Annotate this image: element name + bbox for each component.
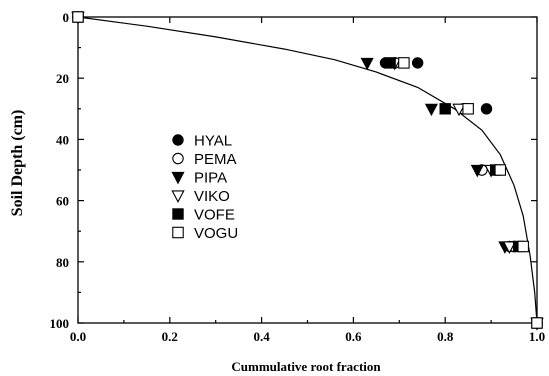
legend-marker-pipa	[171, 171, 185, 185]
legend-marker-pema	[172, 152, 184, 165]
y-tick-label: 20	[56, 71, 69, 86]
legend-marker-vogu	[172, 226, 184, 239]
legend-label-viko: VIKO	[194, 188, 230, 205]
axes: 0.0 0.2 0.4 0.6 0.8 1.0 0 20 40 60 80 100	[50, 10, 546, 344]
x-tick-label: 0.4	[253, 329, 270, 344]
data-point-vogu	[72, 11, 84, 23]
x-tick-label: 1.0	[529, 329, 545, 344]
data-point-vofe	[439, 103, 451, 115]
data-point-vogu	[494, 164, 507, 176]
data-point-viko	[502, 241, 517, 254]
x-tick-label: 0.0	[70, 329, 86, 344]
y-tick-label: 80	[56, 255, 69, 270]
x-tick-label: 0.2	[162, 329, 178, 344]
y-axis-label: Soil Depth (cm)	[9, 110, 26, 217]
legend-marker-viko	[171, 190, 185, 203]
plot-frame	[77, 16, 538, 324]
data-point-pipa	[424, 103, 438, 117]
y-tick-label: 0	[63, 10, 70, 25]
data-point-pipa	[470, 164, 484, 178]
x-tick-label: 0.6	[345, 329, 362, 344]
y-tick-label: 100	[50, 316, 70, 331]
data-point-vogu	[531, 317, 543, 329]
data-point-vogu	[517, 240, 529, 253]
fit-curve-layer	[77, 16, 538, 324]
legend-label-vofe: VOFE	[194, 207, 235, 224]
legend-label-pema: PEMA	[194, 151, 237, 168]
y-tick-label: 60	[56, 194, 69, 209]
legend-marker-hyal	[172, 134, 184, 146]
legend-marker-vofe	[172, 208, 184, 220]
data-point-vofe	[384, 57, 396, 69]
data-point-hyal	[411, 57, 424, 69]
data-point-hyal	[480, 103, 493, 115]
data-point-pipa	[360, 57, 374, 71]
data-point-vogu	[462, 103, 474, 115]
x-tick-label: 0.8	[437, 329, 454, 344]
fit-curve	[77, 16, 538, 324]
legend-label-hyal: HYAL	[194, 133, 232, 150]
legend-label-vogu: VOGU	[194, 225, 238, 242]
y-tick-label: 40	[56, 132, 69, 147]
data-points-layer	[71, 11, 544, 331]
legend-label-pipa: PIPA	[194, 170, 227, 187]
data-point-vogu	[398, 57, 410, 69]
x-axis-label: Cummulative root fraction	[231, 359, 381, 374]
data-point-viko	[452, 103, 466, 117]
